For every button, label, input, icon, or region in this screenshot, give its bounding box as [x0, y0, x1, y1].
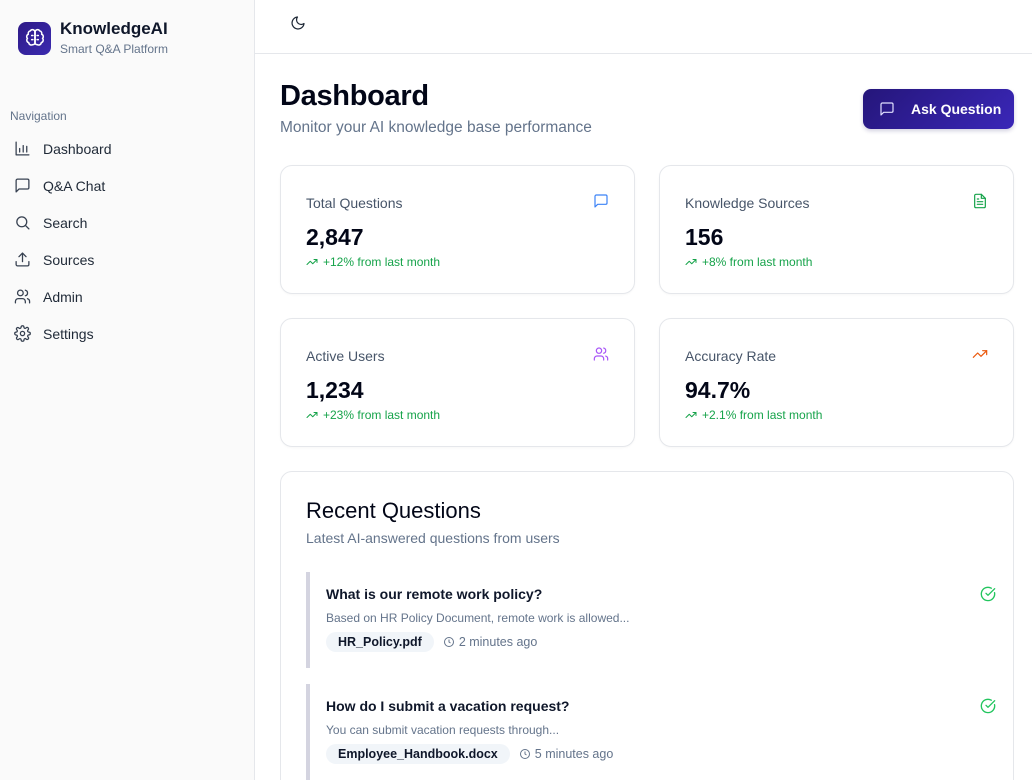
- recent-questions-title: Recent Questions: [306, 498, 481, 523]
- sidebar-item-sources[interactable]: Sources: [0, 241, 254, 278]
- trending-up-icon: [306, 259, 318, 265]
- users-icon: [593, 346, 609, 362]
- check-circle-icon: [980, 698, 996, 714]
- brand[interactable]: KnowledgeAI Smart Q&A Platform: [18, 19, 168, 57]
- trending-up-icon: [685, 412, 697, 418]
- search-icon: [16, 216, 30, 230]
- answer-preview: Based on HR Policy Document, remote work…: [326, 611, 630, 625]
- check-circle-icon: [980, 586, 996, 602]
- question-list-item[interactable]: What is our remote work policy? Based on…: [306, 572, 996, 668]
- stat-title: Total Questions: [306, 195, 403, 211]
- stat-card-total-questions: Total Questions 2,847 +12% from last mon…: [280, 165, 635, 294]
- stat-value: 1,234: [306, 377, 364, 403]
- stat-card-active-users: Active Users 1,234 +23% from last month: [280, 318, 635, 447]
- stat-card-accuracy-rate: Accuracy Rate 94.7% +2.1% from last mont…: [659, 318, 1014, 447]
- sidebar-item-qa-chat[interactable]: Q&A Chat: [0, 167, 254, 204]
- stat-trend-text: +2.1% from last month: [702, 408, 823, 422]
- sidebar-item-dashboard[interactable]: Dashboard: [0, 130, 254, 167]
- stat-trend-text: +12% from last month: [323, 255, 441, 269]
- clock-icon: [519, 749, 530, 759]
- question-list-item[interactable]: How do I submit a vacation request? You …: [306, 684, 996, 780]
- sidebar-item-search[interactable]: Search: [0, 204, 254, 241]
- question-time: 2 minutes ago: [443, 635, 538, 649]
- stat-trend: +2.1% from last month: [685, 408, 822, 422]
- trending-up-icon: [685, 259, 697, 265]
- stat-title: Active Users: [306, 348, 385, 364]
- moon-icon: [291, 16, 305, 30]
- question-time: 5 minutes ago: [519, 747, 614, 761]
- sidebar-nav: Dashboard Q&A Chat Search Sources Admin …: [0, 130, 254, 352]
- upload-icon: [15, 252, 30, 267]
- topbar: [255, 0, 1032, 54]
- source-badge[interactable]: HR_Policy.pdf: [326, 632, 434, 652]
- stat-value: 94.7%: [685, 377, 751, 403]
- trending-up-icon: [972, 346, 988, 362]
- main-content: Dashboard Monitor your AI knowledge base…: [255, 55, 1032, 780]
- stat-title: Accuracy Rate: [685, 348, 777, 364]
- recent-questions-subtitle: Latest AI-answered questions from users: [306, 530, 560, 546]
- time-text: 5 minutes ago: [534, 747, 614, 761]
- question-meta: HR_Policy.pdf 2 minutes ago: [326, 632, 537, 652]
- brain-icon: [18, 21, 51, 55]
- stat-card-knowledge-sources: Knowledge Sources 156 +8% from last mont…: [659, 165, 1014, 294]
- bar-chart-icon: [15, 141, 30, 156]
- stat-trend-text: +8% from last month: [702, 255, 813, 269]
- nav-section-label: Navigation: [10, 109, 67, 123]
- sidebar-item-settings[interactable]: Settings: [0, 315, 254, 352]
- stat-trend: +12% from last month: [306, 255, 440, 269]
- sidebar-item-admin[interactable]: Admin: [0, 278, 254, 315]
- sidebar: KnowledgeAI Smart Q&A Platform Navigatio…: [0, 0, 255, 780]
- recent-questions-panel: Recent Questions Latest AI-answered ques…: [280, 471, 1014, 780]
- stat-trend: +23% from last month: [306, 408, 440, 422]
- sidebar-item-label: Dashboard: [43, 140, 112, 157]
- ask-question-button[interactable]: Ask Question: [863, 89, 1014, 129]
- stat-trend: +8% from last month: [685, 255, 812, 269]
- page-title: Dashboard: [280, 80, 429, 112]
- sidebar-item-label: Sources: [43, 251, 95, 268]
- ask-question-label: Ask Question: [911, 101, 1002, 117]
- stat-trend-text: +23% from last month: [323, 408, 441, 422]
- users-icon: [14, 289, 31, 304]
- page-subtitle: Monitor your AI knowledge base performan…: [280, 119, 592, 136]
- stat-value: 156: [685, 224, 724, 250]
- question-text: How do I submit a vacation request?: [326, 698, 570, 714]
- trending-up-icon: [306, 412, 318, 418]
- sidebar-item-label: Admin: [43, 288, 83, 305]
- sidebar-item-label: Settings: [43, 325, 94, 342]
- brand-subtitle: Smart Q&A Platform: [60, 42, 169, 56]
- gear-icon: [14, 325, 31, 342]
- sidebar-item-label: Q&A Chat: [43, 177, 106, 194]
- theme-toggle-button[interactable]: [288, 13, 308, 33]
- stat-value: 2,847: [306, 224, 364, 250]
- answer-preview: You can submit vacation requests through…: [326, 723, 560, 737]
- question-text: What is our remote work policy?: [326, 586, 543, 602]
- sidebar-item-label: Search: [43, 214, 88, 231]
- time-text: 2 minutes ago: [458, 635, 538, 649]
- file-text-icon: [972, 193, 988, 209]
- message-square-icon: [880, 102, 894, 116]
- question-meta: Employee_Handbook.docx 5 minutes ago: [326, 744, 613, 764]
- message-square-icon: [15, 178, 30, 193]
- stat-title: Knowledge Sources: [685, 195, 810, 211]
- source-badge[interactable]: Employee_Handbook.docx: [326, 744, 510, 764]
- clock-icon: [443, 637, 454, 647]
- brand-title: KnowledgeAI: [60, 19, 168, 38]
- message-square-icon: [593, 193, 609, 209]
